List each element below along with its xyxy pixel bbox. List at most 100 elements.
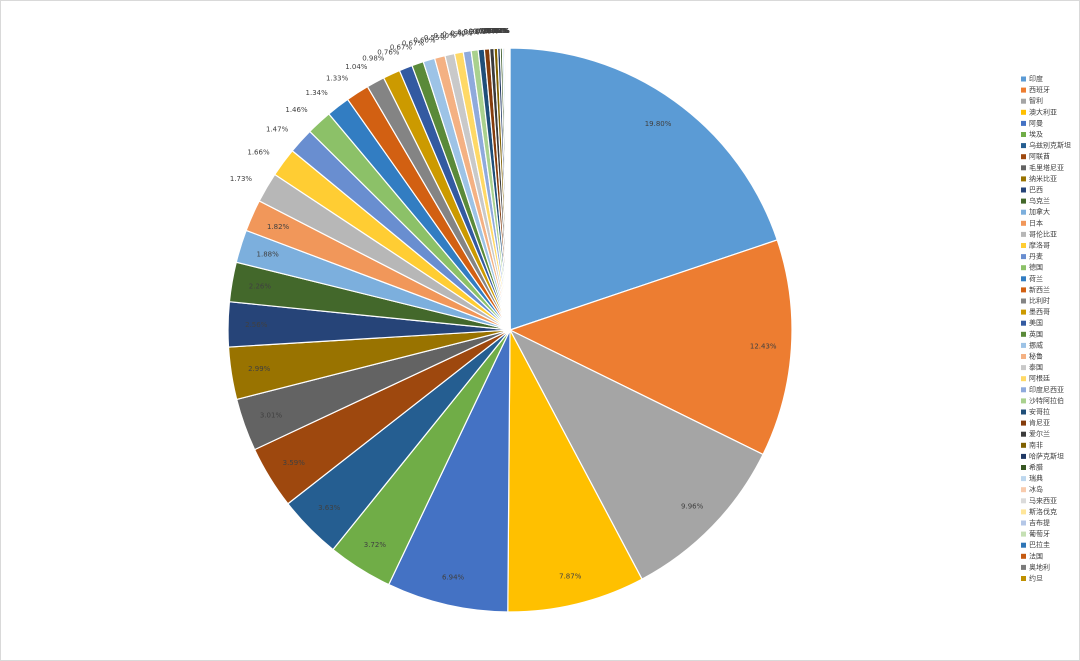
legend-swatch <box>1021 420 1026 426</box>
data-label: 0.60% <box>413 36 436 44</box>
legend-label: 泰国 <box>1029 363 1043 372</box>
data-label: 2.99% <box>248 365 271 373</box>
data-label: 0.15% <box>476 27 499 35</box>
legend-label: 澳大利亚 <box>1029 107 1057 116</box>
legend-label: 摩洛哥 <box>1029 241 1050 250</box>
data-label: 3.72% <box>364 541 387 549</box>
legend-label: 哈萨克斯坦 <box>1029 451 1064 460</box>
data-label: 0.25% <box>468 28 491 36</box>
legend-swatch <box>1021 187 1026 193</box>
legend-swatch <box>1021 132 1026 137</box>
data-label: 1.34% <box>306 89 329 97</box>
legend-swatch <box>1021 531 1026 537</box>
legend-swatch <box>1021 209 1026 215</box>
data-label: 2.56% <box>245 321 268 329</box>
data-label: 0.03% <box>487 27 510 35</box>
legend-swatch <box>1021 509 1026 515</box>
data-label: 0.02% <box>487 27 510 35</box>
legend-swatch <box>1021 87 1026 93</box>
legend-swatch <box>1021 498 1026 504</box>
data-label: 1.88% <box>257 251 280 259</box>
legend-label: 马来西亚 <box>1029 497 1057 505</box>
data-label: 1.66% <box>247 148 270 156</box>
legend-swatch <box>1021 387 1026 393</box>
legend-swatch <box>1021 520 1026 526</box>
data-label: 0.06% <box>484 27 507 35</box>
legend-swatch <box>1021 476 1026 482</box>
legend-swatch <box>1021 176 1026 182</box>
data-label: 12.43% <box>750 343 777 351</box>
legend-label: 印度尼西亚 <box>1029 385 1064 394</box>
data-label: 1.46% <box>285 106 308 114</box>
data-label: 0.67% <box>390 44 413 52</box>
legend-label: 阿联酋 <box>1029 152 1050 161</box>
data-label: 0.20% <box>473 27 496 35</box>
legend-label: 葡萄牙 <box>1029 529 1050 538</box>
data-label: 0.98% <box>362 55 385 63</box>
data-label: 0.08% <box>482 27 505 35</box>
data-label: 1.82% <box>267 223 290 231</box>
legend-label: 英国 <box>1029 329 1043 338</box>
legend-label: 比利时 <box>1029 296 1050 305</box>
legend-label: 巴西 <box>1029 186 1043 194</box>
legend-swatch <box>1021 243 1026 248</box>
legend-swatch <box>1021 109 1026 115</box>
legend-swatch <box>1021 398 1026 404</box>
legend-label: 加拿大 <box>1029 207 1050 216</box>
legend-label: 印度 <box>1029 74 1043 83</box>
legend-label: 巴拉圭 <box>1029 540 1050 549</box>
legend-swatch <box>1021 542 1026 548</box>
legend-label: 美国 <box>1029 318 1043 327</box>
data-label: 3.59% <box>283 459 306 467</box>
legend-label: 肯尼亚 <box>1029 418 1050 427</box>
legend-label: 吉布提 <box>1029 518 1050 527</box>
data-label: 0.55% <box>424 34 447 42</box>
legend-label: 约旦 <box>1029 574 1043 583</box>
legend-swatch <box>1021 342 1026 348</box>
data-label: 0.45% <box>442 31 465 39</box>
data-label: 1.33% <box>326 75 349 83</box>
data-label: 0.30% <box>463 28 486 36</box>
legend-swatch <box>1021 254 1026 260</box>
data-label: 0.03% <box>486 27 509 35</box>
legend-label: 法国 <box>1029 551 1043 560</box>
legend-label: 荷兰 <box>1029 274 1043 283</box>
legend-swatch <box>1021 320 1026 326</box>
legend-swatch <box>1021 354 1026 359</box>
legend-label: 阿曼 <box>1029 118 1043 127</box>
data-label: 2.26% <box>249 283 272 291</box>
data-label: 0.40% <box>450 29 473 37</box>
legend-swatch <box>1021 576 1026 581</box>
legend-swatch <box>1021 309 1026 315</box>
legend-label: 埃及 <box>1029 130 1043 139</box>
data-label: 0.10% <box>481 27 504 35</box>
legend-label: 丹麦 <box>1029 252 1043 261</box>
legend-swatch <box>1021 487 1026 493</box>
legend-swatch <box>1021 287 1026 293</box>
legend-swatch <box>1021 365 1026 371</box>
data-label: 3.63% <box>318 504 341 512</box>
data-label: 0.76% <box>377 48 400 56</box>
legend-label: 西班牙 <box>1029 85 1050 94</box>
legend-label: 沙特阿拉伯 <box>1029 396 1064 405</box>
legend-swatch <box>1021 98 1026 104</box>
legend-swatch <box>1021 453 1026 459</box>
data-label: 3.01% <box>260 411 283 419</box>
legend-label: 瑞典 <box>1029 474 1043 483</box>
legend-label: 阿根廷 <box>1029 374 1050 383</box>
legend-swatch <box>1021 220 1026 226</box>
legend-label: 乌兹别克斯坦 <box>1029 141 1071 150</box>
legend-label: 纳米比亚 <box>1029 174 1057 183</box>
data-label: 1.47% <box>266 126 289 134</box>
data-label: 0.01% <box>487 27 510 35</box>
legend-swatch <box>1021 120 1026 126</box>
legend-swatch <box>1021 276 1026 282</box>
data-label: 0.12% <box>479 27 502 35</box>
data-label: 0.05% <box>485 27 508 35</box>
legend-swatch <box>1021 553 1026 559</box>
pie-slice <box>507 329 643 613</box>
legend-label: 毛里塔尼亚 <box>1029 163 1064 172</box>
legend-label: 乌克兰 <box>1029 196 1050 205</box>
pie-slice <box>508 239 793 456</box>
